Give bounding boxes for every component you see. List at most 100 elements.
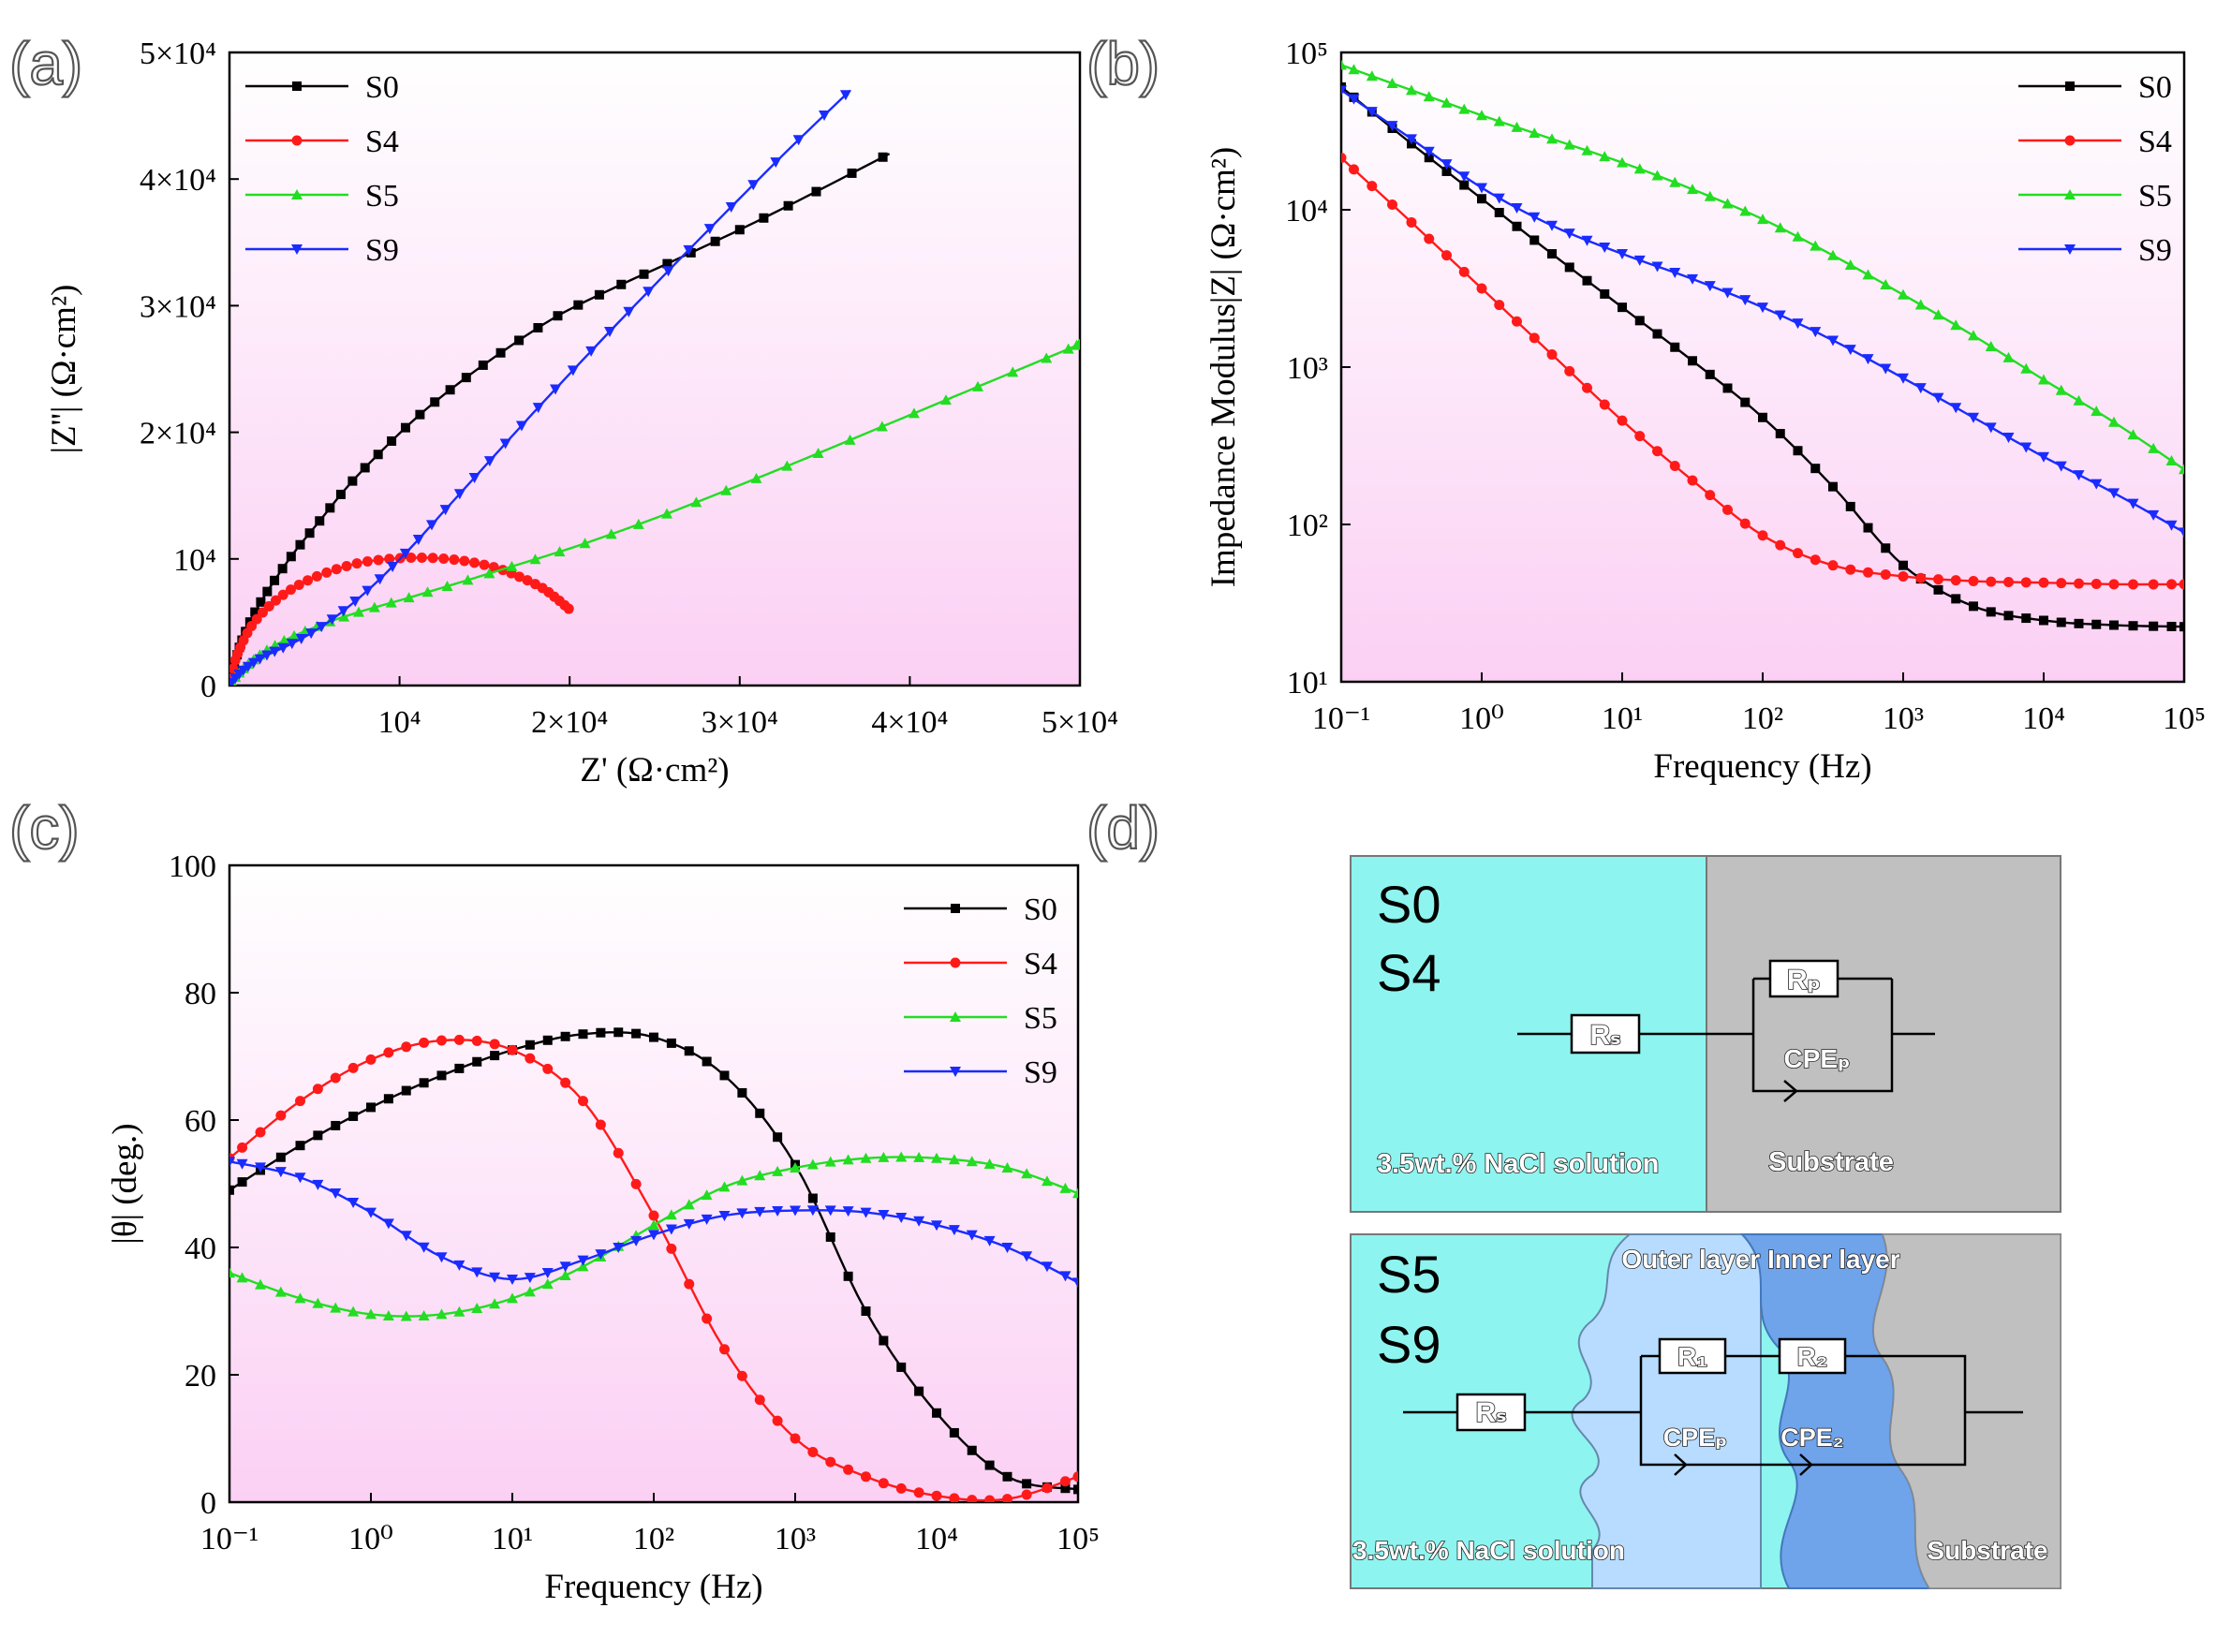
data-point-S5: [754, 1170, 766, 1181]
data-point-S4: [438, 553, 450, 564]
data-point-S5: [1633, 163, 1646, 174]
plot-area: [228, 51, 1082, 687]
data-point-S9: [1844, 345, 1856, 356]
data-point-S4: [1968, 575, 1979, 586]
y-tick-label: 10²: [1287, 509, 1328, 543]
data-point-S0: [1477, 194, 1486, 204]
data-point-S5: [812, 448, 824, 459]
data-point-S9: [1341, 85, 1347, 96]
data-point-S9: [316, 622, 328, 633]
data-point-S9: [374, 574, 386, 585]
data-point-S0: [1688, 356, 1697, 366]
data-point-S4: [1775, 539, 1786, 551]
data-point-S5: [690, 496, 702, 508]
data-point-S4: [684, 1278, 695, 1290]
data-point-S4: [275, 1110, 287, 1121]
legend-label-S9: S9: [365, 233, 399, 268]
data-point-S4: [1722, 504, 1733, 515]
series-S9: [229, 1157, 1078, 1289]
data-point-S0: [2149, 621, 2159, 631]
data-point-S9: [1599, 242, 1611, 253]
data-point-S4: [251, 613, 262, 625]
data-point-S9: [725, 201, 737, 213]
data-point-S5: [895, 1151, 908, 1162]
data-point-S4: [285, 584, 296, 596]
data-point-S5: [436, 1308, 448, 1320]
data-point-S4: [1617, 415, 1628, 426]
data-point-S0: [702, 1056, 712, 1067]
y-tick-label: 0: [200, 670, 216, 704]
data-point-S5: [506, 560, 518, 571]
data-point-S9: [1810, 327, 1822, 338]
data-point-S0: [383, 1094, 393, 1104]
data-point-S4: [807, 1447, 819, 1458]
data-point-S4: [449, 554, 460, 566]
legend-label-S5: S5: [1024, 1001, 1057, 1036]
data-point-S0: [878, 152, 888, 162]
data-point-S5: [579, 538, 591, 549]
data-point-S9: [1757, 302, 1768, 314]
equivalent-circuit-diagrams: S0 S4 Rₛ Rₚ CPEₚ 3.5wt.% NaCl solution S…: [1350, 855, 2061, 1589]
data-point-S9: [1059, 1271, 1071, 1282]
data-point-S5: [2127, 429, 2139, 440]
data-point-S0: [262, 586, 273, 597]
data-point-S5: [844, 434, 856, 445]
data-point-S9: [2038, 451, 2049, 463]
data-point-S0: [1652, 329, 1662, 339]
data-point-S9: [260, 650, 273, 661]
legend-label-S5: S5: [2138, 179, 2172, 214]
data-point-S9: [347, 1198, 360, 1209]
data-point-S9: [595, 1249, 607, 1261]
data-point-S9: [1366, 107, 1378, 118]
data-point-S4: [507, 1044, 518, 1055]
cpe-2-label: CPE₂: [1780, 1423, 1844, 1452]
data-point-S4: [270, 595, 281, 606]
data-point-S4: [1986, 576, 1997, 587]
data-point-S4: [2128, 579, 2139, 590]
data-point-S9: [1739, 295, 1751, 306]
data-point-S0: [1441, 166, 1452, 176]
data-point-S0: [1459, 180, 1470, 190]
data-point-S0: [533, 323, 543, 333]
data-point-S9: [277, 642, 289, 654]
data-point-S5: [1406, 84, 1417, 96]
data-point-S9: [630, 1235, 643, 1246]
data-point-S4: [754, 1394, 765, 1406]
data-point-S4: [1582, 382, 1592, 393]
data-point-S9: [412, 534, 424, 545]
data-point-S9: [1529, 212, 1541, 223]
data-point-S4: [453, 1034, 465, 1045]
data-point-S0: [2166, 621, 2177, 631]
data-point-S9: [613, 1243, 625, 1253]
x-tick-label: 10⁰: [1459, 701, 1504, 736]
legend-marker-group-S5: [2064, 189, 2076, 199]
legend-marker-group-S0: [292, 81, 302, 91]
chart-c-bode-phase: 10⁻¹ 10⁰ 10¹ 10² 10³ 10⁴ 10⁵ 0 20 40 60 80 100 Freque…: [106, 849, 1100, 1606]
data-point-S4: [1458, 266, 1470, 277]
data-point-S4: [595, 1119, 606, 1130]
data-point-S5: [353, 606, 365, 617]
data-point-S5: [876, 420, 888, 432]
data-point-S5: [2108, 416, 2120, 427]
data-point-S4: [913, 1487, 924, 1498]
data-point-S9: [255, 1162, 267, 1173]
data-point-S4: [542, 1063, 554, 1074]
data-point-S4: [1512, 316, 1522, 327]
data-point-S5: [274, 1286, 287, 1297]
data-point-S9: [507, 1275, 518, 1285]
data-point-S4: [419, 1037, 430, 1048]
plot-area: [228, 863, 1080, 1504]
data-point-S9: [1862, 354, 1874, 365]
data-point-S0: [1845, 501, 1855, 511]
data-point-S9: [254, 654, 266, 665]
data-point-S9: [269, 646, 281, 657]
data-point-S0: [250, 607, 260, 617]
data-point-S0: [616, 279, 627, 289]
data-point-S0: [325, 503, 335, 513]
data-point-S5: [790, 1162, 801, 1173]
data-point-S0: [719, 1070, 730, 1081]
legend-marker-group-S5: [291, 189, 303, 199]
data-point-S9: [1386, 121, 1398, 132]
data-point-S9: [824, 1205, 836, 1217]
data-point-S5: [1757, 214, 1768, 225]
